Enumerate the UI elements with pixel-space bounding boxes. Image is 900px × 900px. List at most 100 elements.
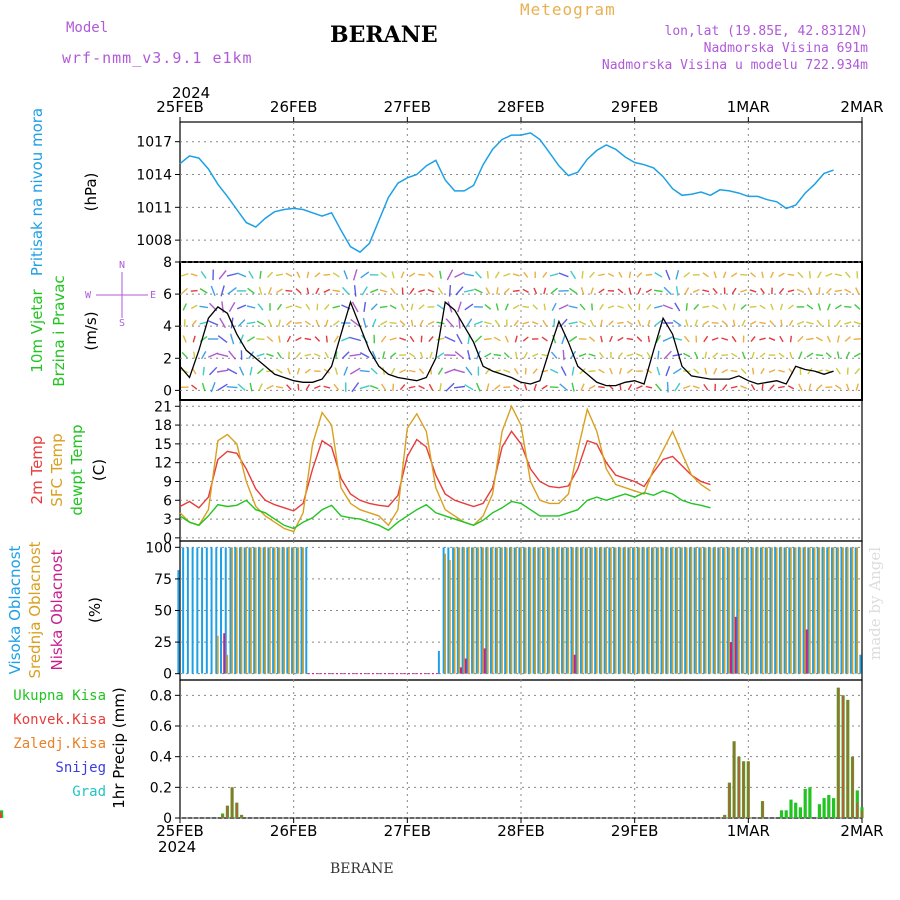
wind-arrow — [749, 305, 757, 308]
wind-arrow — [427, 320, 435, 326]
wind-arrow — [427, 289, 435, 293]
precip-bar — [733, 741, 736, 818]
wind-arrow — [314, 353, 321, 358]
wind-arrow — [363, 301, 367, 312]
wind-arrow — [418, 368, 425, 375]
wind-arrow — [580, 383, 585, 391]
wind-arrow — [608, 320, 614, 326]
wind-arrow — [826, 335, 831, 343]
precip-bar — [842, 695, 845, 818]
wind-arrow — [672, 367, 682, 375]
wind-arrow — [721, 384, 728, 391]
cloud-high-axis-label: Visoka Oblacnost — [6, 545, 24, 674]
wind-arrow — [181, 287, 188, 294]
precip-legend-entry: Snijeg — [55, 760, 106, 776]
y-tick-label: 21 — [154, 399, 172, 415]
altitude: Nadmorska Visina 691m — [703, 41, 868, 56]
wind-arrow — [532, 353, 539, 358]
wind-arrow — [295, 336, 302, 342]
wind-arrow — [314, 385, 321, 390]
wind-arrow — [645, 288, 653, 294]
wind-arrow — [797, 271, 804, 278]
wind-arrow — [305, 384, 311, 391]
wind-arrow — [815, 354, 824, 357]
pressure-line — [179, 132, 834, 254]
wind-arrow — [389, 337, 397, 341]
wind-arrow — [542, 271, 548, 278]
wind-arrow — [485, 287, 491, 295]
wind-arrow — [474, 288, 483, 294]
wind-direction-letter: E — [150, 290, 156, 301]
wind-arrow — [750, 336, 756, 343]
y-tick-label: 0.8 — [150, 688, 172, 704]
wind-arrow — [559, 383, 569, 392]
wind-arrow — [400, 303, 405, 311]
wind-arrow — [672, 353, 683, 357]
wind-arrow — [617, 305, 624, 309]
precip-bar — [789, 799, 793, 818]
wind-arrow — [217, 335, 228, 343]
y-tick-label: 100 — [145, 540, 172, 556]
wind-arrow — [278, 319, 281, 327]
wind-arrow — [453, 385, 465, 389]
wind-arrow — [494, 271, 500, 279]
wind-arrow — [334, 367, 338, 375]
precip-bar — [827, 795, 831, 818]
page-title: BERANE — [330, 22, 438, 48]
wind-arrow — [711, 304, 719, 310]
y-tick-label: 0.6 — [150, 719, 172, 735]
wind-arrow — [550, 287, 558, 295]
wind-arrow — [598, 273, 605, 277]
wind-arrow — [704, 351, 708, 359]
wind-arrow — [409, 335, 415, 343]
precip-legend-entry: Zaledj.Kisa — [13, 736, 106, 752]
wind-arrow — [191, 367, 197, 375]
wind-arrow — [515, 351, 518, 359]
wind-arrow — [349, 367, 361, 375]
wind-arrow — [256, 353, 265, 357]
wind-arrow — [218, 270, 227, 280]
wind-arrow — [834, 289, 843, 293]
wind-arrow — [591, 303, 593, 311]
wind-arrow — [825, 352, 832, 358]
wind-arrow — [236, 304, 247, 310]
wind-arrow — [286, 335, 292, 343]
wind-arrow — [493, 353, 501, 357]
wind-arrow — [371, 350, 377, 360]
wind-arrow — [778, 352, 785, 358]
wind-arrow — [202, 366, 205, 376]
time-tick-label-top: 1MAR — [727, 98, 770, 116]
wind-arrow — [419, 319, 424, 327]
wind-arrow — [806, 352, 814, 358]
precip-bar — [235, 802, 238, 818]
wind-arrow — [835, 319, 841, 327]
wind-arrow — [588, 336, 596, 342]
wind-arrow — [418, 289, 425, 293]
wind-arrow — [672, 319, 682, 327]
wind-arrow — [304, 337, 312, 341]
precip-bar — [808, 787, 812, 818]
wind-arrow — [275, 273, 284, 277]
y-tick-label: 8 — [163, 255, 172, 271]
wind-arrow — [266, 271, 274, 278]
temp2m-axis-label: 2m Temp — [28, 436, 46, 505]
wind-arrow — [807, 367, 813, 375]
wind-arrow — [778, 385, 785, 389]
wind-arrow — [549, 273, 559, 277]
wind-arrow — [685, 303, 688, 311]
wind-arrow — [359, 385, 370, 390]
wind-arrow — [834, 384, 842, 390]
wind-arrow — [552, 334, 557, 344]
watermark: made by Angel — [866, 546, 884, 660]
wind-arrow — [778, 272, 785, 278]
wind-arrow — [806, 304, 814, 310]
wind-arrow — [732, 319, 736, 327]
time-tick-label-bottom: 28FEB — [497, 822, 544, 840]
wind-arrow — [825, 272, 833, 277]
time-tick-label-bottom: 1MAR — [727, 822, 770, 840]
wind-arrow — [190, 273, 198, 277]
wind-arrow — [750, 383, 756, 391]
wind-arrow — [306, 287, 310, 295]
wind-arrow — [568, 321, 578, 325]
wind-arrow — [647, 319, 651, 327]
